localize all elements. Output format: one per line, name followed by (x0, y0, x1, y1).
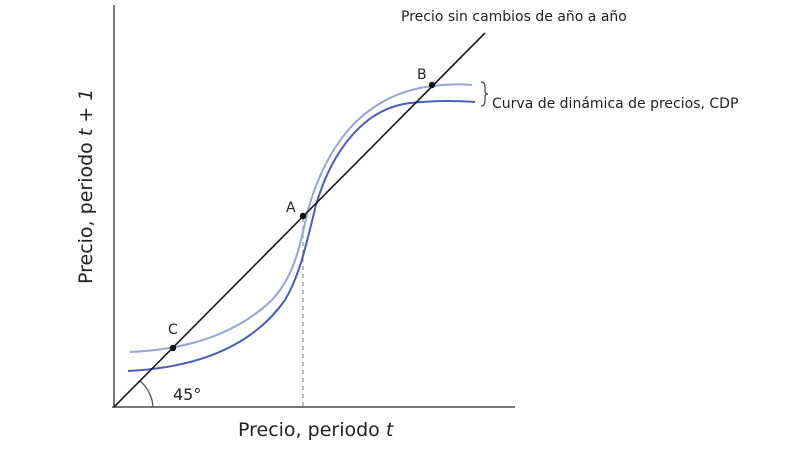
point-b-marker (428, 81, 436, 89)
point-a-label: A (286, 200, 296, 216)
x-axis-title-var: t (385, 419, 394, 441)
y-axis-title: Precio, periodo t + 1 (75, 88, 97, 284)
curve-brace (480, 81, 489, 107)
angle-label: 45° (173, 385, 202, 404)
line-45-degrees (113, 32, 486, 408)
x-axis-title-prefix: Precio, periodo (238, 419, 386, 441)
pdc-curve-dark (127, 100, 476, 372)
pdc-curve-label: Curva de dinámica de precios, CDP (492, 96, 739, 112)
angle-arc (139, 380, 154, 408)
y-axis-title-prefix: Precio, periodo (75, 136, 97, 284)
point-c-label: C (168, 322, 178, 338)
point-a-marker (299, 212, 307, 220)
x-axis-title: Precio, periodo t (238, 421, 393, 440)
point-c-marker (169, 344, 177, 352)
line-45-label: Precio sin cambios de año a año (401, 9, 627, 25)
y-axis-title-var: t + 1 (75, 88, 97, 137)
point-b-label: B (417, 67, 427, 83)
